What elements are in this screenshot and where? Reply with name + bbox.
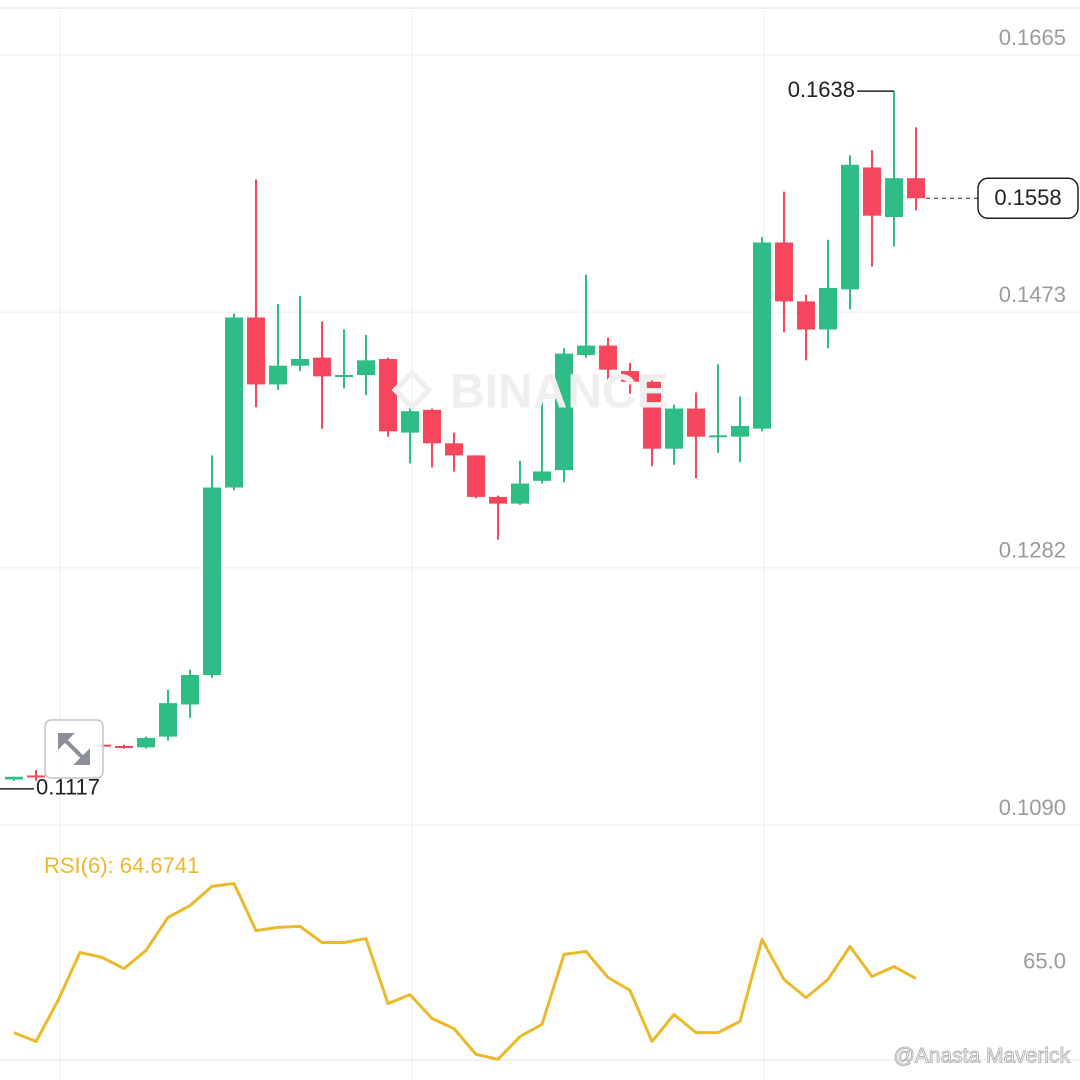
y-tick-label: 0.1282 xyxy=(999,538,1066,563)
candle-body xyxy=(555,353,573,471)
candle-body xyxy=(5,776,23,780)
candle-body xyxy=(269,365,287,385)
candle-body xyxy=(797,301,815,330)
candle-body xyxy=(467,455,485,497)
y-tick-label: 65.0 xyxy=(1023,948,1066,973)
credit-watermark: @Anasta Maverick xyxy=(893,1045,1070,1068)
candle-body xyxy=(643,381,661,449)
candle-body xyxy=(731,425,749,437)
candle-body xyxy=(313,357,331,377)
candle-body xyxy=(511,483,529,504)
candle-body xyxy=(577,345,595,355)
candle-body xyxy=(137,737,155,748)
candle-body xyxy=(533,471,551,481)
candle-body xyxy=(885,178,903,218)
y-tick-label: 0.1473 xyxy=(999,282,1066,307)
candle-body xyxy=(27,775,45,778)
last-price-label: 0.1558 xyxy=(994,185,1061,210)
candle-body xyxy=(357,360,375,376)
candle-body xyxy=(379,358,397,432)
candle-body xyxy=(115,745,133,748)
y-tick-label: 0.1665 xyxy=(999,25,1066,50)
watermark-group: BINANCE xyxy=(391,366,669,419)
candle-body xyxy=(863,167,881,216)
watermark-logo xyxy=(391,369,433,411)
candle-body xyxy=(247,317,265,385)
candle-body xyxy=(445,443,463,456)
candle-body xyxy=(709,435,727,438)
candle-body xyxy=(753,242,771,429)
candle-body xyxy=(841,164,859,290)
high-label: 0.1638 xyxy=(788,77,855,102)
candle-body xyxy=(335,375,353,378)
candle-body xyxy=(401,411,419,433)
rsi-line xyxy=(13,881,917,1061)
candle-body xyxy=(621,371,639,382)
candle-body xyxy=(489,496,507,504)
candle-body xyxy=(203,487,221,676)
candle-body xyxy=(775,242,793,302)
last-price-box xyxy=(977,177,1079,220)
indicator-title: RSI(6): 64.6741 xyxy=(44,853,199,878)
candle-body xyxy=(423,409,441,444)
expand-icon xyxy=(58,733,90,765)
expand-button[interactable] xyxy=(44,719,104,779)
candle-body xyxy=(159,703,177,737)
candle-body xyxy=(599,345,617,370)
candle-body xyxy=(819,288,837,330)
candle-body xyxy=(907,178,925,199)
candle-body xyxy=(291,358,309,366)
candle-body xyxy=(665,408,683,449)
candle-body xyxy=(687,408,705,437)
watermark-text: BINANCE xyxy=(450,366,669,419)
candle-body xyxy=(181,675,199,705)
y-tick-label: 0.1090 xyxy=(999,795,1066,820)
candle-body xyxy=(225,317,243,488)
low-label: 0.1117 xyxy=(36,775,100,800)
